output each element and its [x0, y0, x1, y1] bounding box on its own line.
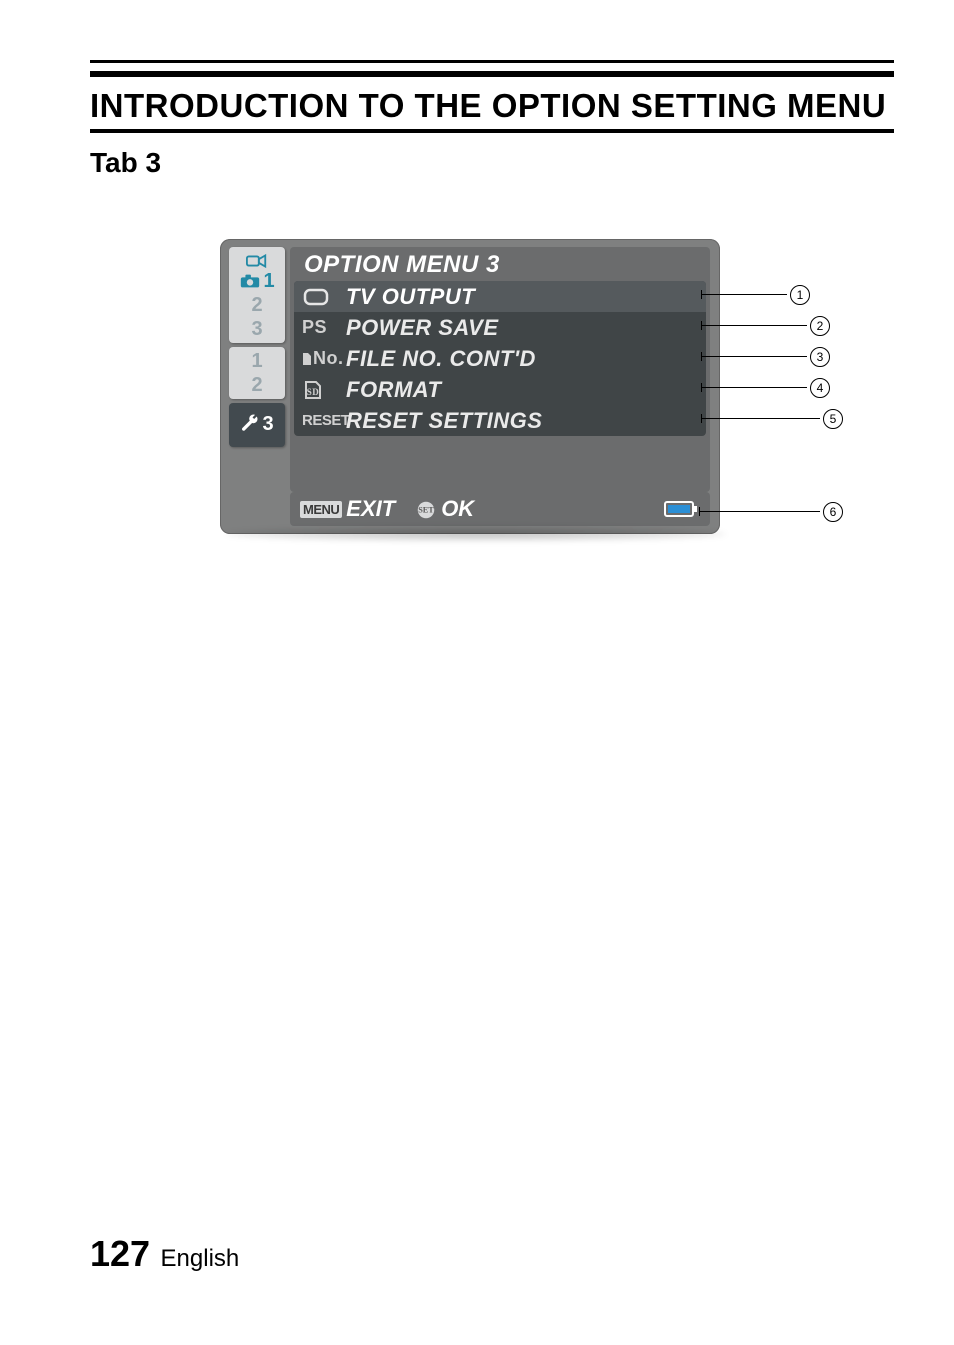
sd-icon: SD — [302, 380, 346, 400]
tab-number: 2 — [251, 294, 262, 317]
file-no-icon: No. — [302, 348, 346, 369]
mode-tabs: 1 2 3 1 2 3 — [229, 247, 285, 447]
play-tab-1[interactable]: 1 — [229, 349, 285, 373]
menu-row-format[interactable]: SD FORMAT — [294, 374, 706, 405]
callouts: 1 2 3 4 5 6 — [720, 239, 860, 539]
rec-tab-2[interactable]: 2 — [229, 293, 285, 317]
thin-rule — [90, 60, 894, 63]
tab-number: 1 — [251, 350, 262, 373]
menu-row-power-save[interactable]: PS POWER SAVE — [294, 312, 706, 343]
menu-row-label: RESET SETTINGS — [346, 408, 542, 434]
rec-tab-block: 1 2 3 — [229, 247, 285, 343]
svg-text:SD: SD — [307, 387, 320, 397]
menu-row-file-no[interactable]: No. FILE NO. CONT'D — [294, 343, 706, 374]
menu-row-tv-output[interactable]: TV OUTPUT — [294, 281, 706, 312]
menu-row-reset-settings[interactable]: RESET RESET SETTINGS — [294, 405, 706, 436]
menu-row-label: POWER SAVE — [346, 315, 499, 341]
ok-button[interactable]: OK — [441, 496, 474, 522]
battery-icon — [664, 500, 700, 518]
svg-text:SET: SET — [418, 506, 434, 515]
rec-tab-1-cam[interactable]: 1 — [229, 269, 285, 293]
callout-3: 3 — [810, 347, 830, 367]
figure: 1 2 3 1 2 3 — [220, 239, 860, 534]
menu-row-label: FORMAT — [346, 377, 441, 403]
menu-row-label: TV OUTPUT — [346, 284, 475, 310]
exit-button[interactable]: EXIT — [346, 496, 395, 522]
menu-chip: MENU — [300, 501, 342, 518]
heading-underline — [90, 129, 894, 133]
lcd-footer: MENU EXIT SET OK — [290, 492, 710, 526]
set-chip: SET — [415, 500, 437, 518]
reset-icon: RESET — [302, 412, 346, 429]
camera-lcd: 1 2 3 1 2 3 — [220, 239, 720, 534]
play-tab-block: 1 2 — [229, 347, 285, 399]
wrench-icon — [240, 414, 260, 434]
page-language: English — [161, 1245, 240, 1272]
tab-number: 2 — [251, 374, 262, 397]
thick-rule — [90, 71, 894, 77]
tab-number: 3 — [251, 318, 262, 341]
photo-camera-icon — [239, 272, 261, 290]
callout-6: 6 — [823, 502, 843, 522]
option-menu-list: TV OUTPUT PS POWER SAVE No. FILE NO. CON… — [294, 281, 706, 436]
option-tab-num: 3 — [262, 413, 273, 436]
option-menu-title: OPTION MENU 3 — [290, 247, 710, 281]
callout-4: 4 — [810, 378, 830, 398]
page-heading: INTRODUCTION TO THE OPTION SETTING MENU — [90, 87, 894, 125]
page-footer: 127 English — [90, 1233, 239, 1275]
rec-tab-1-num: 1 — [263, 270, 274, 293]
movie-camera-icon — [246, 252, 268, 270]
callout-2: 2 — [810, 316, 830, 336]
rec-tab-3[interactable]: 3 — [229, 317, 285, 341]
option-tab[interactable]: 3 — [229, 403, 285, 447]
play-tab-2[interactable]: 2 — [229, 373, 285, 397]
menu-row-label: FILE NO. CONT'D — [346, 346, 536, 372]
callout-1: 1 — [790, 285, 810, 305]
tab-section-label: Tab 3 — [90, 147, 894, 179]
callout-5: 5 — [823, 409, 843, 429]
tv-icon — [302, 287, 346, 307]
option-menu-panel: OPTION MENU 3 TV OUTPUT PS POWER SAVE — [290, 247, 710, 492]
page-number: 127 — [90, 1233, 150, 1274]
ps-icon: PS — [302, 317, 346, 338]
